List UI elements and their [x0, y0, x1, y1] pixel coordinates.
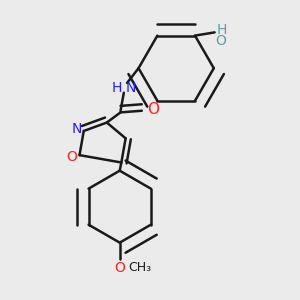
Text: O: O [215, 34, 226, 48]
Text: H: H [216, 23, 226, 38]
Text: O: O [66, 150, 77, 164]
Text: N: N [72, 122, 83, 136]
Text: O: O [114, 261, 125, 274]
Text: O: O [147, 102, 159, 117]
Text: CH₃: CH₃ [128, 261, 151, 274]
Text: N: N [125, 81, 136, 95]
Text: H: H [112, 81, 122, 95]
